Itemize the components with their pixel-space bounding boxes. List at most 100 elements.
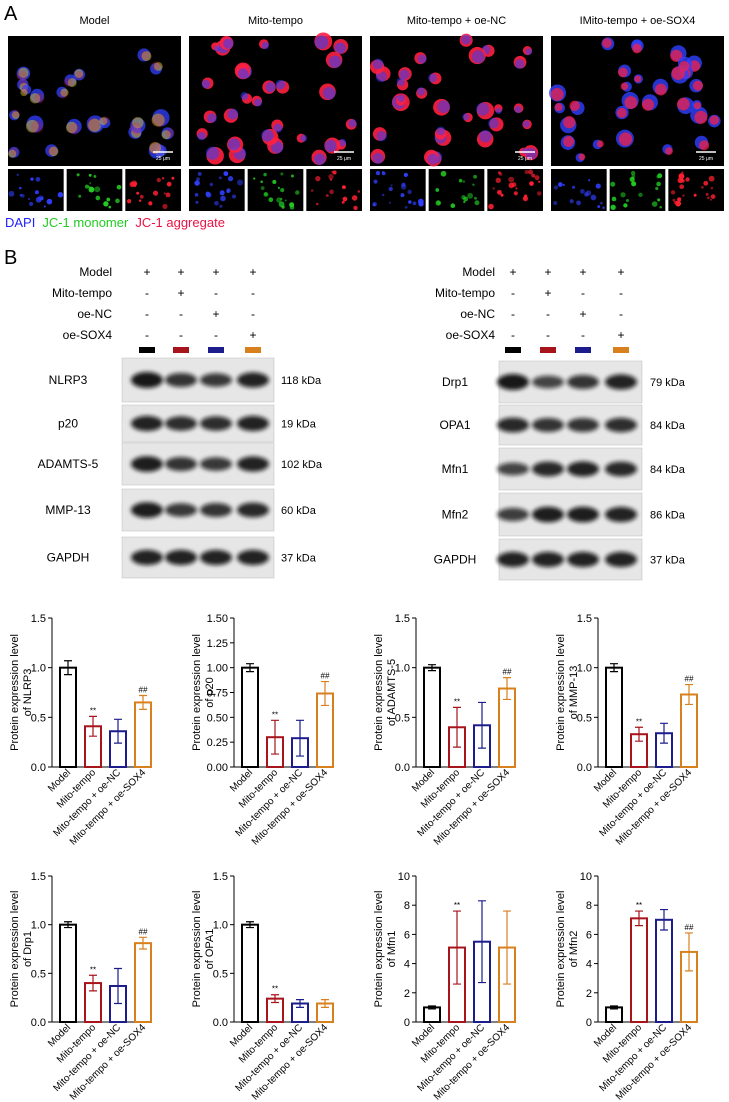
- channel-dot: [89, 182, 92, 185]
- band: [567, 461, 599, 477]
- y-axis-label: Protein expression level: [191, 891, 203, 1008]
- error-bar: [296, 999, 304, 1008]
- cells: [370, 33, 539, 167]
- condition-sign: -: [511, 307, 515, 321]
- channel-dot: [597, 205, 601, 208]
- band: [237, 549, 269, 566]
- cell: [620, 82, 629, 91]
- cell: [462, 113, 470, 121]
- channel-dot: [132, 181, 138, 187]
- channel-dot: [524, 169, 529, 175]
- channel-dot: [553, 185, 559, 190]
- condition-label: Mito-tempo: [52, 286, 112, 300]
- cell: [25, 119, 39, 133]
- channel-dot: [657, 198, 661, 202]
- y-tick-label: 6: [586, 929, 592, 941]
- channel-dot: [209, 182, 214, 187]
- channel-dot: [579, 188, 585, 194]
- band: [532, 461, 564, 477]
- cell: [8, 149, 17, 158]
- band: [165, 549, 197, 566]
- cell: [99, 117, 111, 129]
- condition-sign: -: [145, 286, 149, 300]
- cell: [18, 67, 29, 78]
- cell: [240, 92, 249, 100]
- y-tick-label: 1.0: [577, 663, 592, 675]
- channel-dot: [710, 194, 716, 199]
- cell: [141, 51, 152, 62]
- cell: [16, 70, 27, 81]
- channel-dot: [34, 190, 39, 195]
- channel-dot: [219, 190, 225, 196]
- y-tick-label: 2: [586, 988, 592, 1000]
- channel-dot: [474, 200, 480, 206]
- channel-dot: [311, 189, 314, 192]
- channel-dot: [703, 180, 709, 186]
- channel-dot: [400, 193, 405, 198]
- lane-color: [208, 347, 224, 353]
- cell: [699, 140, 710, 151]
- cell: [207, 113, 217, 123]
- channel-dot: [138, 199, 142, 202]
- cell: [87, 118, 101, 132]
- band: [200, 416, 232, 431]
- y-axis-label: of MMP-13: [568, 666, 580, 720]
- cell: [617, 67, 628, 78]
- channel-dot: [231, 194, 237, 199]
- cell: [59, 90, 68, 99]
- cell: [314, 35, 329, 49]
- y-tick-label: 0.0: [577, 762, 592, 774]
- significance: ##: [139, 685, 148, 694]
- cell: [10, 147, 19, 156]
- condition-sign: +: [617, 328, 624, 342]
- condition-label: Mito-tempo: [435, 286, 495, 300]
- error-bar: [610, 1005, 618, 1010]
- y-axis-label: Protein expression level: [9, 634, 21, 751]
- cell: [67, 78, 77, 88]
- channel-dot: [602, 206, 606, 210]
- condition-sign: +: [177, 265, 184, 279]
- size-label: 60 kDa: [281, 505, 317, 517]
- cell: [26, 115, 44, 133]
- channel-dot: [84, 184, 89, 189]
- cell: [148, 142, 165, 159]
- channel-dot: [373, 179, 378, 184]
- condition-sign: -: [511, 328, 515, 342]
- channel-dot: [412, 201, 417, 206]
- channel-image: [247, 169, 304, 211]
- band: [165, 416, 197, 431]
- protein-label: Mfn1: [442, 462, 469, 476]
- channel-dot: [599, 201, 603, 205]
- condition-sign: -: [581, 286, 585, 300]
- cell: [60, 88, 69, 97]
- error-bar: [685, 932, 693, 972]
- cell: [495, 107, 502, 115]
- channel-dot: [205, 192, 212, 198]
- condition-sign: -: [145, 328, 149, 342]
- y-axis-label: Protein expression level: [191, 634, 203, 751]
- error-bar: [635, 910, 643, 927]
- cells: [8, 48, 175, 159]
- channel-dot: [46, 198, 53, 205]
- significance: **: [454, 901, 460, 910]
- cell: [624, 96, 638, 110]
- condition-label: Model: [79, 265, 112, 279]
- cell: [399, 69, 410, 80]
- size-label: 118 kDa: [281, 375, 322, 387]
- channel-dot: [534, 175, 540, 181]
- size-label: 86 kDa: [650, 510, 686, 522]
- size-label: 19 kDa: [281, 419, 317, 431]
- band: [532, 418, 564, 432]
- y-axis-label: of Mfn1: [386, 931, 398, 968]
- error-bar: [503, 910, 511, 985]
- band: [497, 507, 529, 522]
- y-tick-label: 10: [580, 871, 592, 883]
- bar: [59, 666, 77, 769]
- y-tick-label: 10: [398, 871, 410, 883]
- channel-dot: [610, 181, 616, 187]
- band: [131, 372, 163, 388]
- scale-bar-label: 25 μm: [699, 156, 713, 162]
- channel-dot: [404, 205, 408, 209]
- band: [237, 372, 269, 388]
